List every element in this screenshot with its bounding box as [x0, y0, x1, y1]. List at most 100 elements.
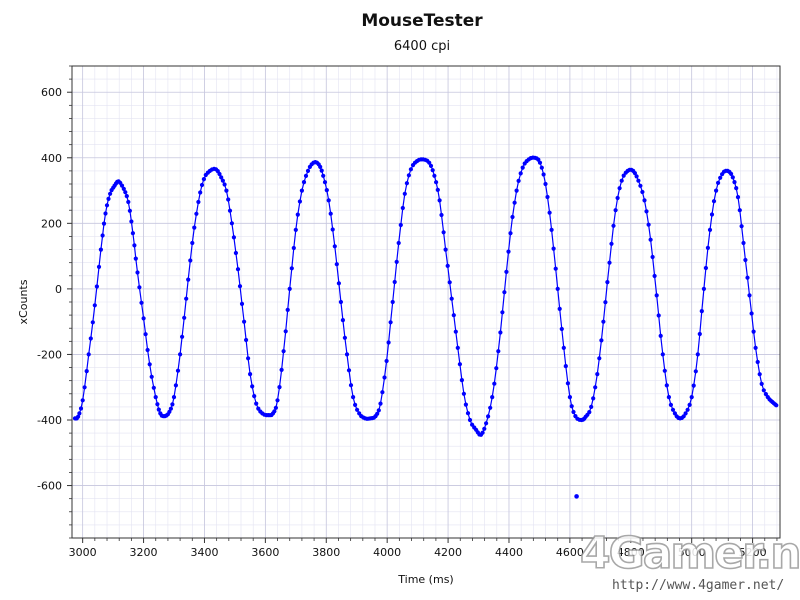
- data-point: [486, 414, 491, 419]
- data-point: [447, 280, 452, 285]
- data-point: [141, 316, 146, 321]
- data-point: [250, 384, 255, 389]
- data-point: [194, 211, 199, 216]
- x-tick-label: 5200: [739, 546, 767, 559]
- data-point: [303, 173, 309, 178]
- data-point: [170, 402, 175, 407]
- data-point: [147, 362, 152, 367]
- data-point: [571, 409, 576, 415]
- data-point: [390, 299, 395, 305]
- data-point: [94, 284, 99, 289]
- data-point: [400, 205, 405, 211]
- data-point: [621, 173, 626, 178]
- y-axis-ticks: 600 400 200 0 -200 -400 -600: [37, 65, 72, 539]
- data-point: [239, 301, 245, 306]
- data-point: [180, 334, 185, 339]
- data-point: [252, 394, 257, 399]
- data-point: [104, 203, 110, 208]
- data-point: [484, 421, 489, 426]
- x-tick-label: 4000: [373, 546, 401, 559]
- data-point: [123, 190, 128, 195]
- data-point: [551, 246, 556, 251]
- data-point: [465, 411, 471, 416]
- data-point: [697, 331, 702, 337]
- data-point: [229, 221, 234, 226]
- data-point: [175, 368, 181, 373]
- data-point: [496, 349, 501, 354]
- data-point: [299, 188, 304, 193]
- data-point: [340, 318, 345, 323]
- data-point: [330, 227, 335, 232]
- data-point: [219, 175, 224, 180]
- data-point: [293, 227, 298, 232]
- data-point: [283, 329, 288, 334]
- data-point: [774, 403, 779, 408]
- data-point: [355, 407, 360, 412]
- data-point: [691, 383, 696, 388]
- y-tick-label: -600: [37, 480, 62, 493]
- chart-subtitle: 6400 cpi: [394, 39, 450, 54]
- data-point: [437, 198, 442, 203]
- data-point: [291, 245, 296, 251]
- data-point: [518, 171, 523, 176]
- data-point: [237, 284, 243, 289]
- data-point: [246, 356, 251, 361]
- data-point: [233, 250, 238, 256]
- data-point: [226, 197, 231, 202]
- data-point: [227, 208, 233, 213]
- data-point: [441, 230, 446, 235]
- data-point: [321, 173, 326, 178]
- data-point: [683, 411, 688, 416]
- data-point: [492, 381, 497, 386]
- data-point: [254, 401, 259, 406]
- data-point: [77, 411, 82, 416]
- data-point: [537, 160, 543, 165]
- data-point: [516, 178, 521, 183]
- data-point: [611, 223, 616, 228]
- data-point: [190, 240, 195, 246]
- data-point: [512, 200, 517, 205]
- x-tick-label: 3800: [312, 546, 340, 559]
- data-point: [126, 199, 131, 205]
- data-point: [603, 300, 608, 305]
- data-point: [145, 347, 150, 353]
- data-point: [192, 225, 197, 230]
- data-point: [332, 244, 337, 249]
- data-point: [707, 227, 713, 232]
- data-point: [555, 286, 560, 291]
- data-point: [502, 290, 507, 295]
- data-point: [88, 336, 93, 341]
- data-point: [593, 385, 598, 390]
- data-point: [408, 167, 413, 172]
- data-point: [729, 171, 734, 176]
- data-point: [427, 160, 432, 165]
- x-tick-label: 5000: [678, 546, 706, 559]
- data-point: [353, 402, 358, 407]
- data-point: [328, 211, 333, 216]
- data-point: [281, 349, 286, 354]
- data-point: [82, 385, 87, 390]
- data-point: [595, 372, 600, 377]
- data-point: [199, 182, 205, 188]
- data-point: [351, 395, 356, 400]
- x-tick-label: 3000: [69, 546, 97, 559]
- data-point: [127, 208, 132, 213]
- data-point: [693, 369, 698, 374]
- data-point: [703, 265, 709, 271]
- data-point: [394, 259, 399, 264]
- data-point: [121, 186, 126, 191]
- data-point: [701, 286, 707, 291]
- data-point: [301, 180, 307, 185]
- data-point: [273, 405, 278, 410]
- data-point: [601, 319, 606, 324]
- data-point: [272, 409, 277, 414]
- data-point: [289, 266, 294, 271]
- data-point: [619, 178, 624, 183]
- data-point: [536, 157, 541, 162]
- data-point: [490, 395, 495, 400]
- data-point: [168, 406, 173, 411]
- data-point: [709, 212, 715, 217]
- x-axis-label: Time (ms): [397, 573, 453, 586]
- watermark-url: http://www.4gamer.net/: [612, 578, 784, 593]
- data-point: [567, 395, 573, 400]
